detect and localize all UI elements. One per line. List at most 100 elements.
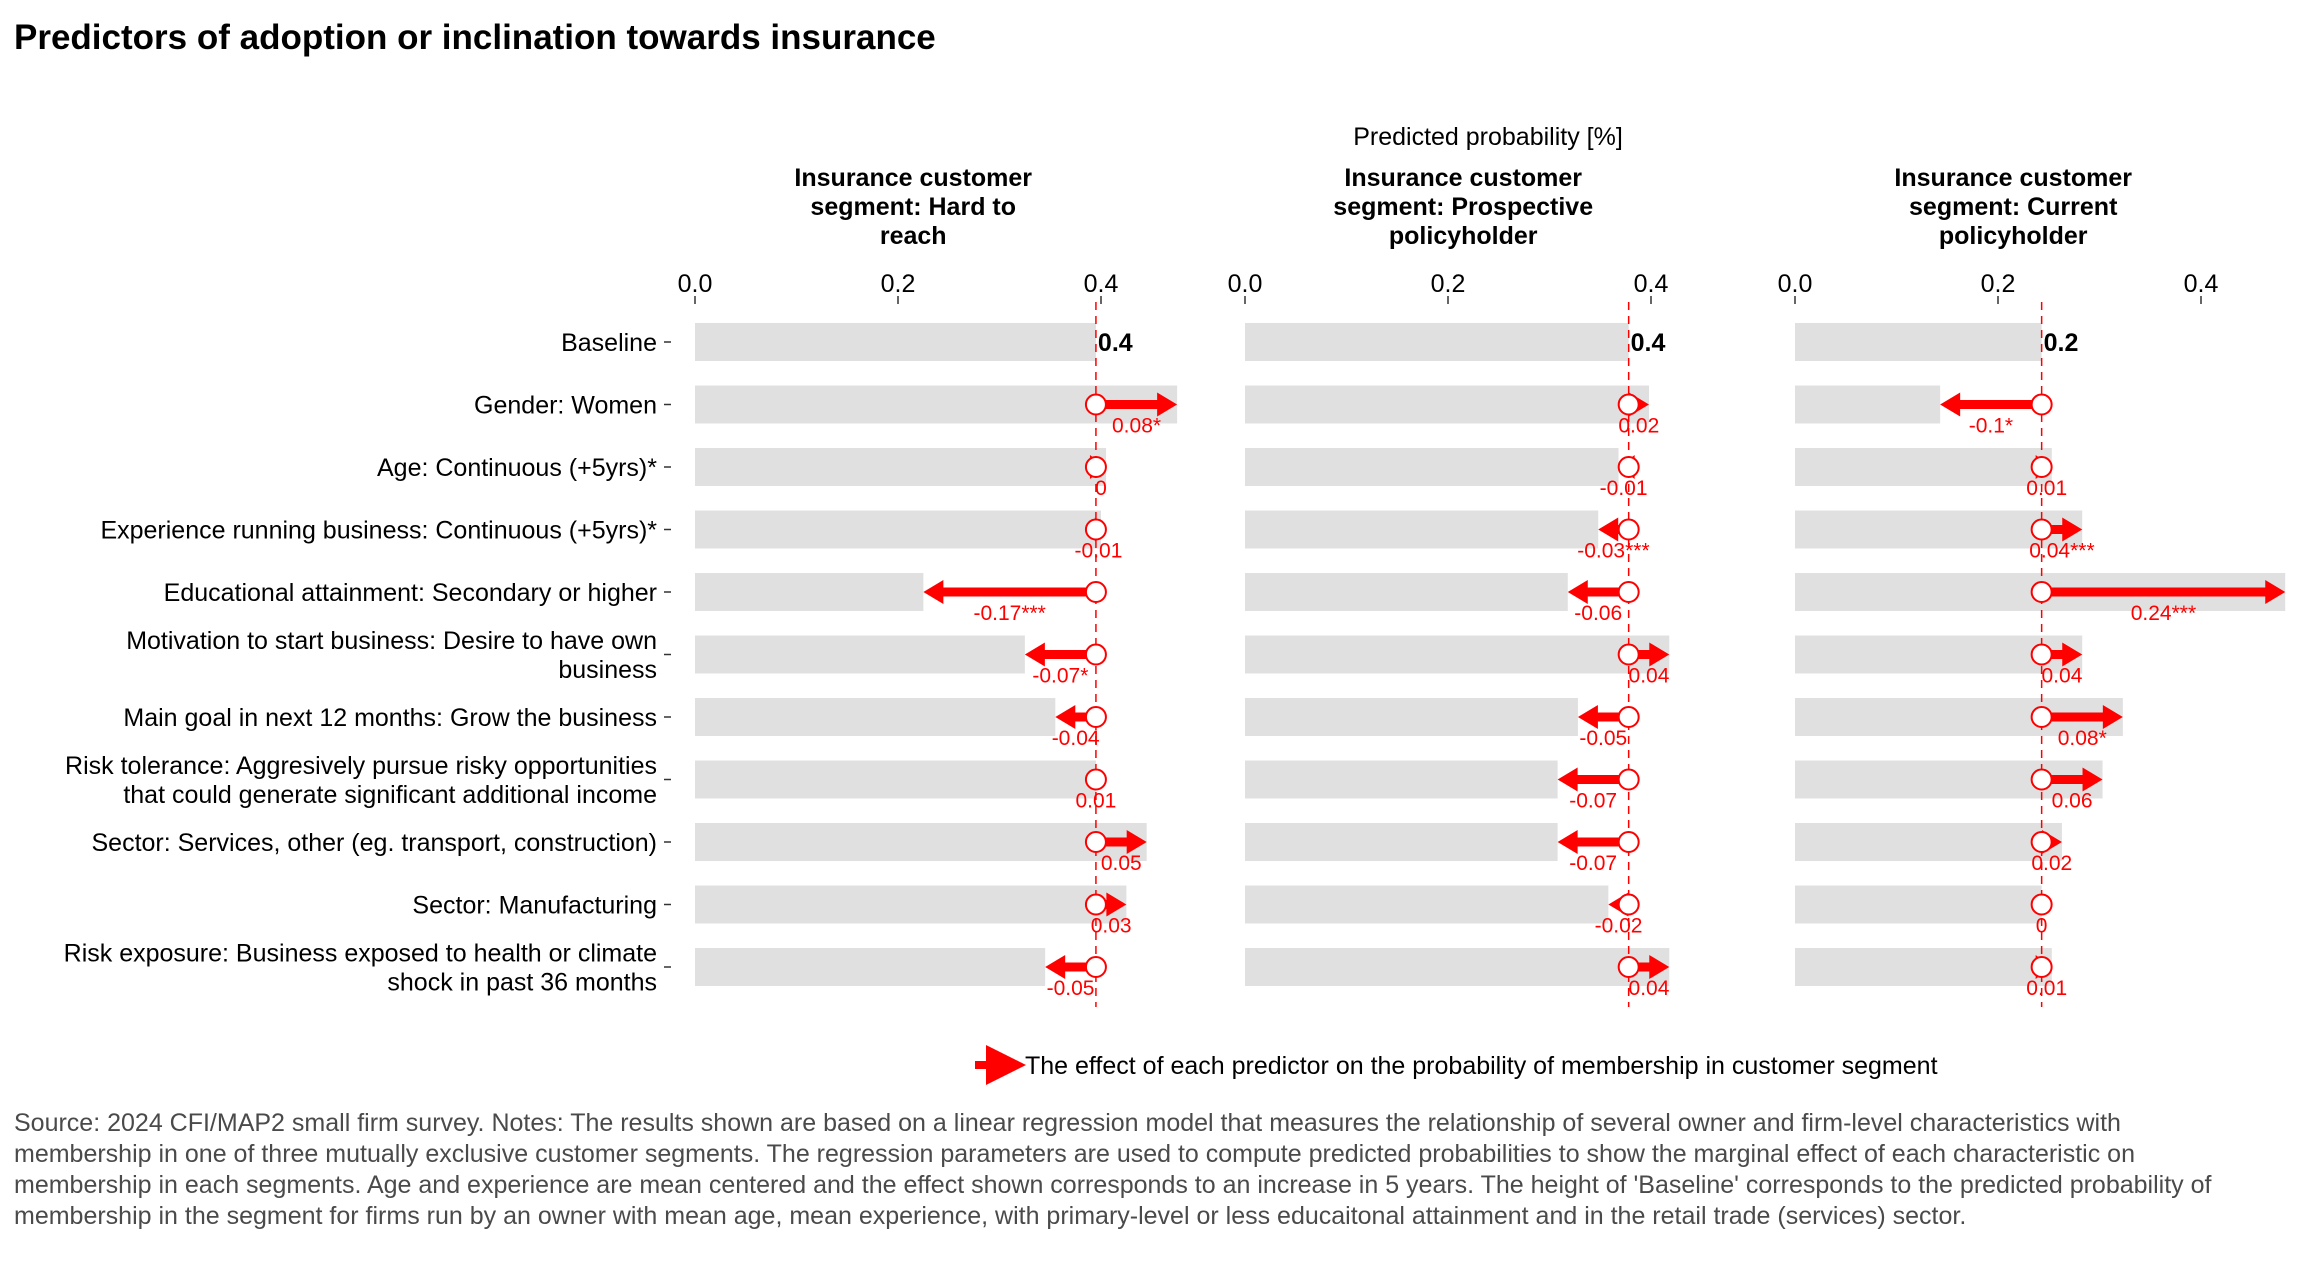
category-label: Main goal in next 12 months: Grow the bu…: [123, 704, 657, 732]
effect-arrowhead: [2265, 580, 2286, 604]
category-label: that could generate significant addition…: [123, 781, 657, 809]
effect-point: [1617, 456, 1640, 478]
effect-point: [2030, 768, 2053, 791]
x-axis-title: Predicted probability [%]: [1353, 123, 1623, 151]
effect-arrowhead: [1557, 830, 1578, 854]
effect-value-label: 0.08*: [2058, 727, 2107, 750]
effect-value-label: 0.05: [1101, 852, 1142, 875]
effect-value-label: -0.02: [1595, 915, 1643, 938]
bar: [695, 510, 1101, 549]
baseline-value-label: 0.4: [1098, 329, 1133, 357]
effect-arrowhead: [1106, 892, 1127, 917]
effect-arrowhead: [1649, 955, 1670, 979]
effect-value-label: -0.07*: [1032, 665, 1088, 688]
effect-point: [1617, 768, 1640, 791]
panel-title: policyholder: [1939, 222, 2088, 250]
bar: [695, 823, 1147, 861]
effect-point: [1084, 893, 1107, 916]
baseline-value-label: 0.2: [2044, 329, 2079, 357]
category-label: Motivation to start business: Desire to …: [126, 627, 657, 655]
x-tick-label: 0.0: [678, 270, 713, 298]
bar: [695, 323, 1096, 361]
effect-point: [2030, 393, 2053, 416]
bar: [1795, 385, 1941, 424]
effect-point: [1617, 581, 1640, 603]
category-label: Sector: Services, other (eg. transport, …: [91, 829, 657, 857]
bar: [1245, 510, 1599, 549]
x-tick-label: 0.4: [2184, 270, 2219, 298]
bar: [695, 448, 1107, 486]
panel-title: policyholder: [1389, 222, 1538, 250]
bar: [1245, 885, 1609, 924]
effect-value-label: -0.03***: [1577, 540, 1649, 563]
effect-arrowhead: [1126, 830, 1147, 854]
bar: [1245, 385, 1649, 424]
panel-title: Insurance customer: [1344, 164, 1582, 192]
effect-arrowhead: [1024, 642, 1045, 667]
effect-point: [2030, 831, 2053, 853]
effect-value-label: 0.01: [2026, 977, 2067, 1000]
bar: [1245, 698, 1578, 736]
effect-value-label: -0.07: [1569, 790, 1617, 813]
effect-point: [2030, 456, 2053, 478]
effect-arrowhead: [1567, 580, 1588, 604]
bar: [695, 573, 924, 611]
legend-label: The effect of each predictor on the prob…: [1025, 1052, 1938, 1080]
effect-arrowhead: [2102, 705, 2123, 729]
category-label: business: [558, 656, 657, 684]
effect-value-label: 0.02: [2031, 852, 2072, 875]
bar: [1245, 448, 1619, 486]
effect-point: [2030, 706, 2053, 728]
effect-arrowhead: [1157, 392, 1178, 417]
effect-value-label: 0.04***: [2029, 540, 2094, 563]
panel-title: segment: Hard to: [810, 193, 1016, 221]
effect-arrowhead: [2062, 517, 2083, 542]
bar: [1245, 760, 1558, 799]
chart-canvas: Predicted probability [%] Baseline Gender…: [64, 123, 2286, 1085]
effect-point: [1617, 893, 1640, 916]
bar: [1795, 448, 2052, 486]
bar: [1245, 823, 1558, 861]
effect-point: [1617, 831, 1640, 853]
effect-value-label: 0.08*: [1112, 415, 1161, 438]
source-note: Source: 2024 CFI/MAP2 small firm survey.…: [14, 1109, 2212, 1230]
effect-value-label: -0.06: [1574, 602, 1622, 625]
effect-value-label: 0.24***: [2131, 602, 2196, 625]
bar: [1795, 948, 2052, 986]
x-tick-label: 0.0: [1228, 270, 1263, 298]
legend: The effect of each predictor on the prob…: [975, 1045, 1938, 1085]
category-label: Age: Continuous (+5yrs)*: [377, 454, 657, 482]
x-tick-label: 0.2: [1981, 270, 2016, 298]
effect-value-label: -0.01: [1600, 477, 1648, 500]
category-label: Sector: Manufacturing: [412, 892, 657, 920]
effect-point: [2030, 956, 2053, 978]
effect-arrowhead: [1055, 705, 1076, 729]
panel-title: Insurance customer: [794, 164, 1032, 192]
effect-arrowhead: [1598, 517, 1619, 542]
effect-point: [1617, 393, 1640, 416]
effect-value-label: -0.05: [1047, 977, 1095, 1000]
panel-title: segment: Current: [1909, 193, 2118, 221]
effect-value-label: 0: [2036, 915, 2048, 938]
bar: [695, 948, 1046, 986]
effect-point: [1084, 518, 1107, 541]
effect-point: [1084, 956, 1107, 978]
effect-value-label: -0.04: [1052, 727, 1100, 750]
category-label: Risk exposure: Business exposed to healt…: [64, 940, 657, 968]
bar: [1795, 823, 2062, 861]
effect-point: [2030, 581, 2053, 603]
effect-arrowhead: [1557, 767, 1578, 792]
baseline-value-label: 0.4: [1631, 329, 1666, 357]
effect-arrowhead: [1940, 392, 1961, 417]
effect-value-label: 0: [1095, 477, 1107, 500]
effect-value-label: 0.04: [1629, 977, 1670, 1000]
panel-title: Insurance customer: [1894, 164, 2132, 192]
effect-point: [1084, 768, 1107, 791]
effect-arrowhead: [1045, 955, 1066, 979]
effect-point: [2030, 643, 2053, 666]
effect-point: [1617, 956, 1640, 978]
bar: [695, 698, 1056, 736]
